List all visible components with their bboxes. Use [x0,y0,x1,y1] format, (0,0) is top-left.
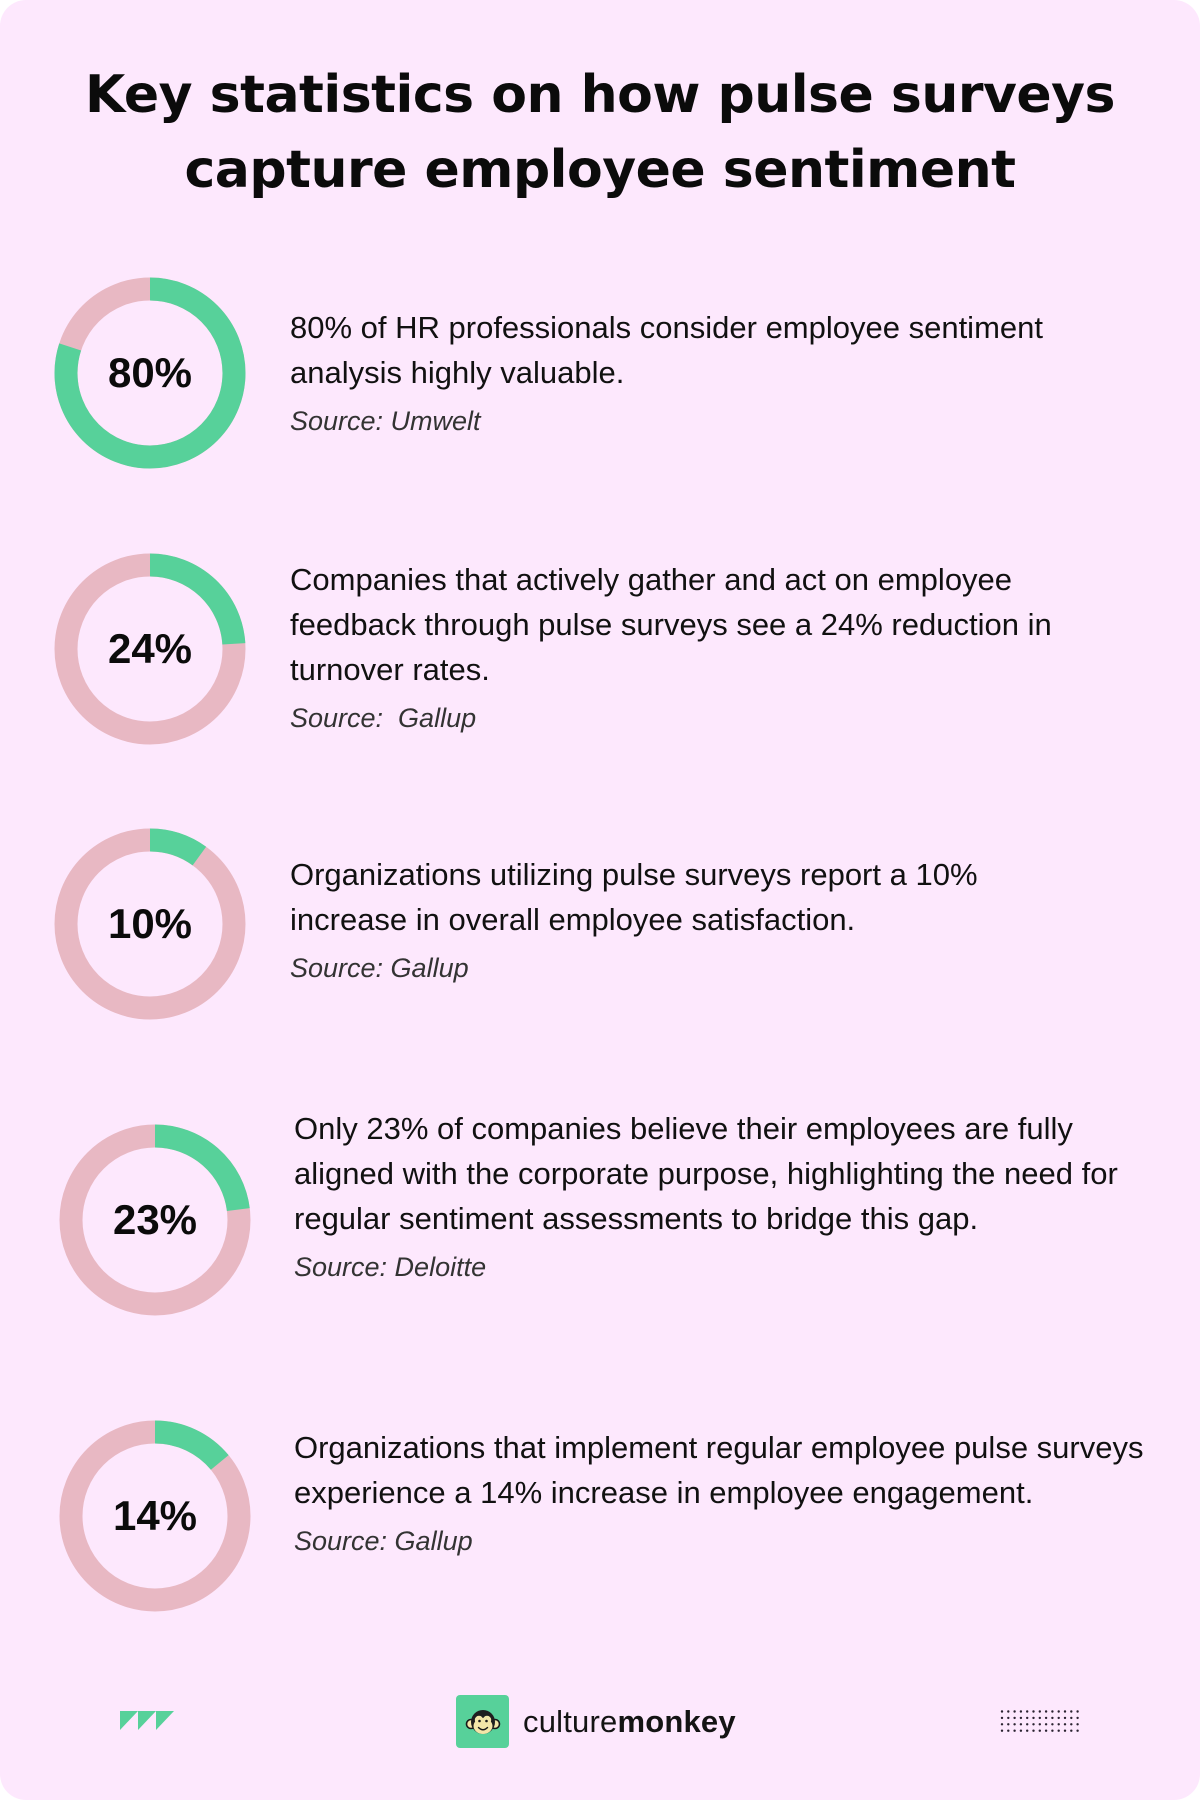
stat-text-block: 80% of HR professionals consider employe… [290,305,1170,441]
stat-description: Companies that actively gather and act o… [290,562,1052,687]
brand-name: culturemonkey [523,1704,736,1740]
stat-description: 80% of HR professionals consider employe… [290,310,1043,390]
brand-logo: culturemonkey [456,1695,736,1748]
brand-name-light: culture [523,1703,618,1739]
donut-chart: 14% [59,1420,251,1612]
page-title: Key statistics on how pulse surveys capt… [0,58,1200,208]
stat-text-block: Companies that actively gather and act o… [290,557,1170,738]
stat-description: Organizations that implement regular emp… [294,1430,1144,1510]
stat-text-block: Organizations that implement regular emp… [294,1425,1174,1561]
stat-source: Source: Gallup [290,703,477,733]
stat-text-block: Only 23% of companies believe their empl… [294,1106,1174,1287]
donut-ring-icon [54,553,246,745]
donut-chart: 10% [54,828,246,1020]
triangles-icon [120,1711,174,1730]
donut-ring-icon [59,1420,251,1612]
stat-source: Source: Gallup [294,1526,473,1556]
title-line-2: capture employee sentiment [184,140,1016,200]
stat-source: Source: Umwelt [290,406,481,436]
donut-ring-icon [59,1124,251,1316]
donut-chart: 23% [59,1124,251,1316]
logo-badge [456,1695,509,1748]
donut-percentage: 24% [107,625,193,672]
brand-name-bold: monkey [617,1703,736,1739]
monkey-face-icon [465,1709,500,1734]
donut-chart: 24% [54,553,246,745]
stat-source: Source: Gallup [290,953,469,983]
donut-chart: 80% [54,277,246,469]
donut-percentage: 80% [107,349,193,396]
title-line-1: Key statistics on how pulse surveys [85,65,1116,125]
donut-ring-icon [54,277,246,469]
dot-grid-icon [1000,1710,1079,1732]
donut-percentage: 10% [107,900,193,947]
stat-text-block: Organizations utilizing pulse surveys re… [290,852,1170,988]
stat-source: Source: Deloitte [294,1252,487,1282]
stat-description: Organizations utilizing pulse surveys re… [290,857,978,937]
stat-description: Only 23% of companies believe their empl… [294,1111,1118,1236]
donut-percentage: 23% [112,1196,198,1243]
donut-percentage: 14% [112,1492,198,1539]
donut-ring-icon [54,828,246,1020]
